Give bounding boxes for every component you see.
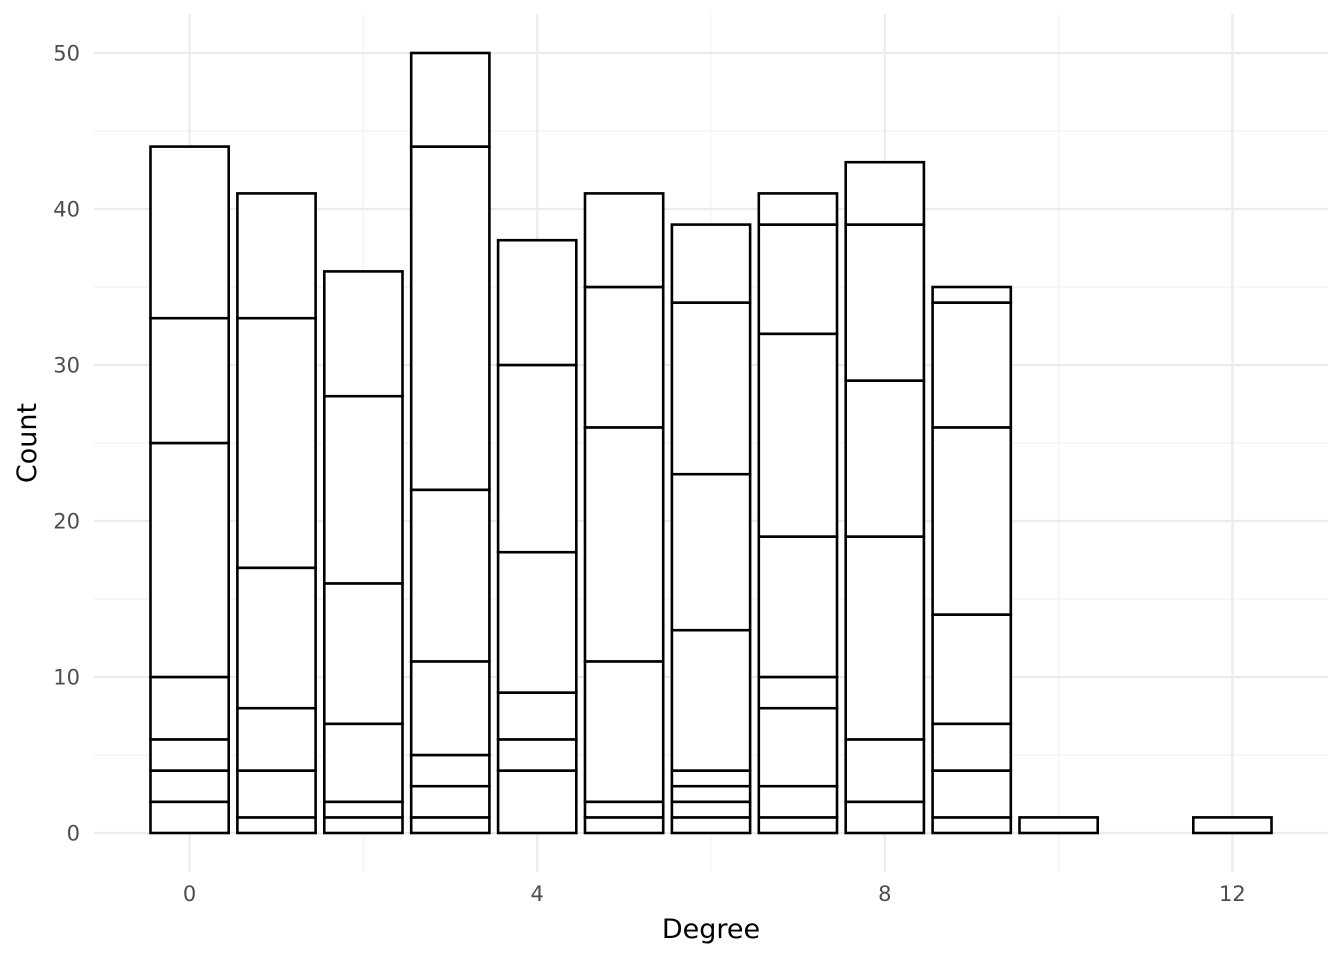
bar-segment [1192,816,1273,835]
bars [149,51,1273,835]
bar-segment [757,332,839,538]
bar-degree-0 [149,145,230,835]
y-axis-ticks: 0 10 20 30 40 50 [53,42,80,846]
bar-segment [322,394,404,585]
bar-segment [236,192,317,320]
bar-segment [149,441,230,679]
bar-segment [1018,816,1100,835]
bar-degree-10 [1018,816,1100,835]
bar-segment [322,722,404,804]
bar-segment [757,816,839,835]
bar-segment [322,816,404,835]
bar-segment [583,816,665,835]
bar-segment [670,628,752,772]
bar-segment [757,706,839,788]
bar-segment [844,800,926,835]
bar-segment [496,769,578,835]
bar-segment [757,223,839,336]
bar-segment [149,145,230,320]
bar-segment [496,691,578,741]
bar-segment [409,753,491,788]
bar-segment [236,706,317,772]
x-axis-title: Degree [662,914,760,945]
bar-segment [757,535,839,679]
bar-segment [670,769,752,788]
bar-degree-1 [236,192,317,835]
bar-segment [322,800,404,819]
y-tick-label: 40 [53,198,80,222]
bar-segment [670,223,752,304]
bar-degree-7 [757,192,839,835]
bar-segment [583,660,665,804]
bar-degree-12 [1192,816,1273,835]
x-tick-label: 8 [878,882,891,906]
bar-segment [236,816,317,835]
bar-segment [149,800,230,835]
y-tick-label: 20 [53,510,80,534]
bar-segment [757,784,839,819]
bar-degree-5 [583,192,665,835]
bar-segment [496,238,578,367]
bar-degree-4 [496,238,578,835]
bar-segment [409,145,491,492]
y-tick-label: 30 [53,354,80,378]
bar-segment [931,426,1013,616]
bar-segment [757,675,839,710]
bar-segment [583,192,665,289]
bar-segment [236,769,317,819]
x-tick-label: 4 [531,882,544,906]
bar-segment [149,769,230,804]
bar-degree-2 [322,270,404,835]
bar-segment [496,738,578,772]
bar-segment [844,738,926,804]
bar-segment [844,160,926,226]
bar-segment [409,784,491,819]
bar-segment [844,379,926,538]
bar-segment [496,363,578,554]
bar-segment [670,301,752,476]
bar-segment [670,800,752,819]
bar-segment [496,550,578,694]
bar-segment [931,769,1013,819]
bar-segment [844,535,926,741]
bar-segment [931,816,1013,835]
bar-degree-9 [931,285,1013,835]
bar-segment [844,223,926,382]
x-tick-label: 12 [1219,882,1246,906]
bar-segment [149,316,230,445]
bar-degree-3 [409,51,491,835]
bar-segment [583,426,665,663]
bar-segment [931,285,1013,304]
bar-segment [409,816,491,835]
y-axis-title: Count [12,403,43,483]
x-axis-ticks: 0 4 8 12 [183,882,1246,906]
bar-degree-8 [844,160,926,835]
bar-segment [236,316,317,570]
bar-segment [931,613,1013,726]
bar-segment [409,660,491,757]
y-tick-label: 50 [53,42,80,66]
bar-segment [583,800,665,819]
y-tick-label: 10 [53,666,80,690]
bar-segment [409,51,491,148]
bar-segment [757,192,839,226]
bar-segment [322,582,404,726]
bar-segment [149,675,230,741]
bar-segment [670,784,752,804]
bar-segment [931,722,1013,772]
x-tick-label: 0 [183,882,196,906]
bar-segment [931,301,1013,429]
bar-degree-6 [670,223,752,835]
bar-segment [409,488,491,663]
bar-segment [583,285,665,429]
bar-segment [670,816,752,835]
bar-segment [236,566,317,710]
bar-segment [670,472,752,632]
bar-segment [149,738,230,772]
y-tick-label: 0 [67,822,80,846]
bar-segment [322,270,404,398]
